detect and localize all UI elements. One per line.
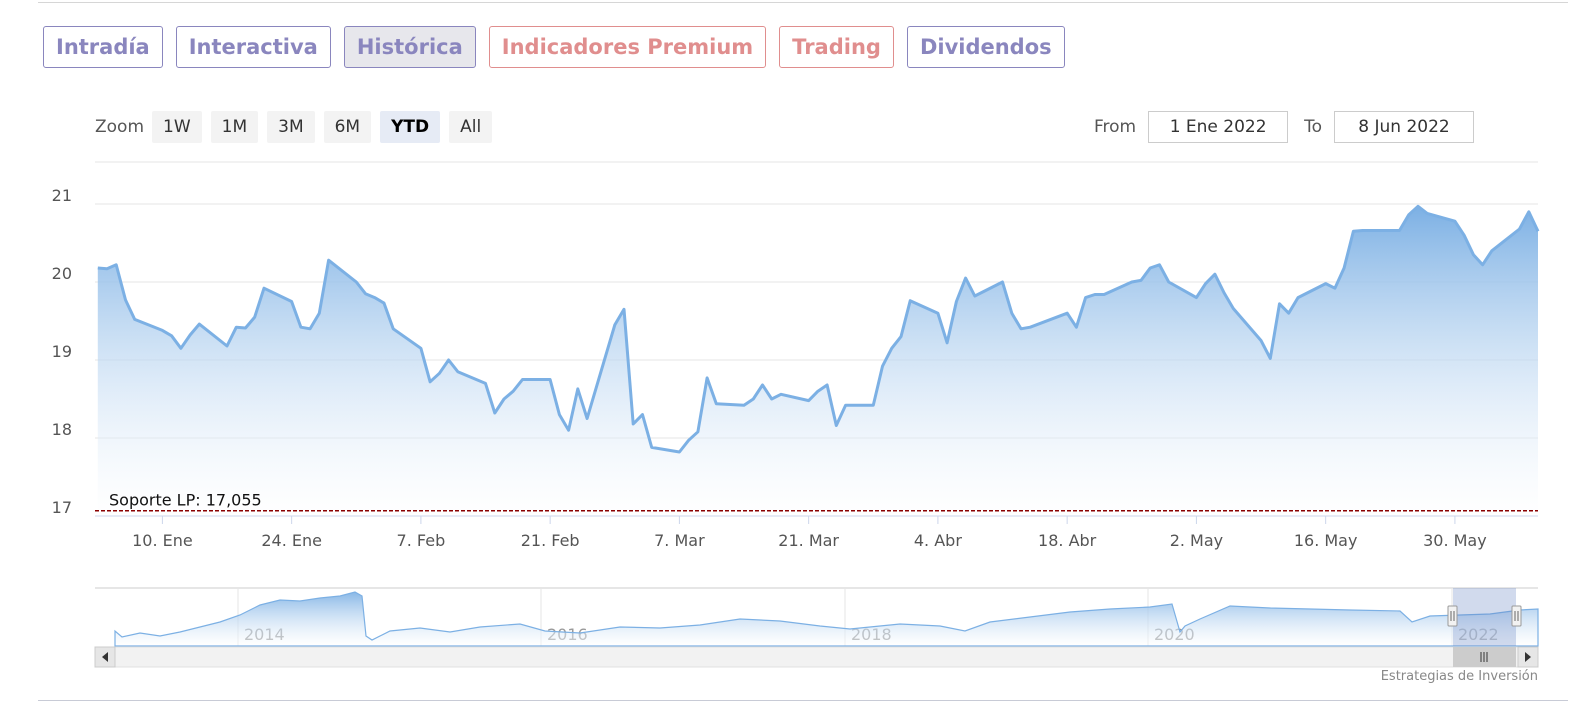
y-tick-label: 20 bbox=[52, 264, 72, 283]
tab-interactiva[interactable]: Interactiva bbox=[175, 26, 331, 68]
zoom-button-3m[interactable]: 3M bbox=[267, 111, 315, 143]
navigator-series-area bbox=[114, 591, 1539, 647]
top-divider bbox=[38, 2, 1568, 3]
y-tick-label: 19 bbox=[52, 342, 72, 361]
x-tick-label: 30. May bbox=[1423, 531, 1487, 550]
x-tick-label: 2. May bbox=[1170, 531, 1223, 550]
zoom-button-6m[interactable]: 6M bbox=[323, 111, 372, 143]
from-date-input[interactable]: 1 Ene 2022 bbox=[1148, 111, 1289, 143]
to-label: To bbox=[1304, 117, 1323, 137]
x-tick-label: 10. Ene bbox=[132, 531, 193, 550]
navigator-selected-range bbox=[1453, 588, 1516, 646]
tab-indicadores-premium[interactable]: Indicadores Premium bbox=[488, 26, 767, 68]
price-area-fill bbox=[97, 206, 1539, 517]
from-label: From bbox=[1094, 117, 1137, 137]
scrollbar-track bbox=[94, 646, 1539, 668]
tab-trading[interactable]: Trading bbox=[779, 26, 894, 68]
zoom-button-1m[interactable]: 1M bbox=[210, 111, 259, 143]
bottom-divider bbox=[38, 700, 1568, 701]
chart-credit: Estrategias de Inversión bbox=[1380, 669, 1538, 684]
x-tick-label: 7. Feb bbox=[397, 531, 446, 550]
x-tick-label: 7. Mar bbox=[654, 531, 705, 550]
range-selector-zoom: Zoom 1W 1M 3M 6M YTD All bbox=[95, 111, 501, 143]
price-series-line bbox=[97, 204, 1540, 454]
chart-type-tabs: Intradía Interactiva Histórica Indicador… bbox=[43, 26, 1065, 68]
x-tick-label: 4. Abr bbox=[914, 531, 962, 550]
navigator-left-handle[interactable] bbox=[1447, 605, 1458, 627]
x-tick-label: 24. Ene bbox=[261, 531, 322, 550]
date-range-inputs: From 1 Ene 2022 To 8 Jun 2022 bbox=[1094, 111, 1490, 143]
support-line-label: Soporte LP: 17,055 bbox=[109, 491, 262, 510]
tab-dividendos[interactable]: Dividendos bbox=[906, 26, 1065, 68]
zoom-button-ytd[interactable]: YTD bbox=[380, 111, 441, 143]
y-tick-label: 18 bbox=[52, 420, 72, 439]
x-tick-label: 16. May bbox=[1294, 531, 1358, 550]
x-tick-label: 21. Mar bbox=[778, 531, 839, 550]
y-tick-label: 21 bbox=[52, 186, 72, 205]
tab-historica[interactable]: Histórica bbox=[343, 26, 476, 68]
y-tick-label: 17 bbox=[52, 498, 72, 517]
tab-intradia[interactable]: Intradía bbox=[43, 26, 163, 68]
zoom-button-1w[interactable]: 1W bbox=[152, 111, 202, 143]
x-tick-label: 21. Feb bbox=[521, 531, 580, 550]
zoom-button-all[interactable]: All bbox=[449, 111, 493, 143]
to-date-input[interactable]: 8 Jun 2022 bbox=[1334, 111, 1475, 143]
navigator-right-handle[interactable] bbox=[1511, 605, 1522, 627]
chevron-right-icon bbox=[1525, 652, 1531, 662]
x-tick-label: 18. Abr bbox=[1038, 531, 1097, 550]
zoom-label: Zoom bbox=[95, 117, 145, 137]
chevron-left-icon bbox=[102, 652, 108, 662]
